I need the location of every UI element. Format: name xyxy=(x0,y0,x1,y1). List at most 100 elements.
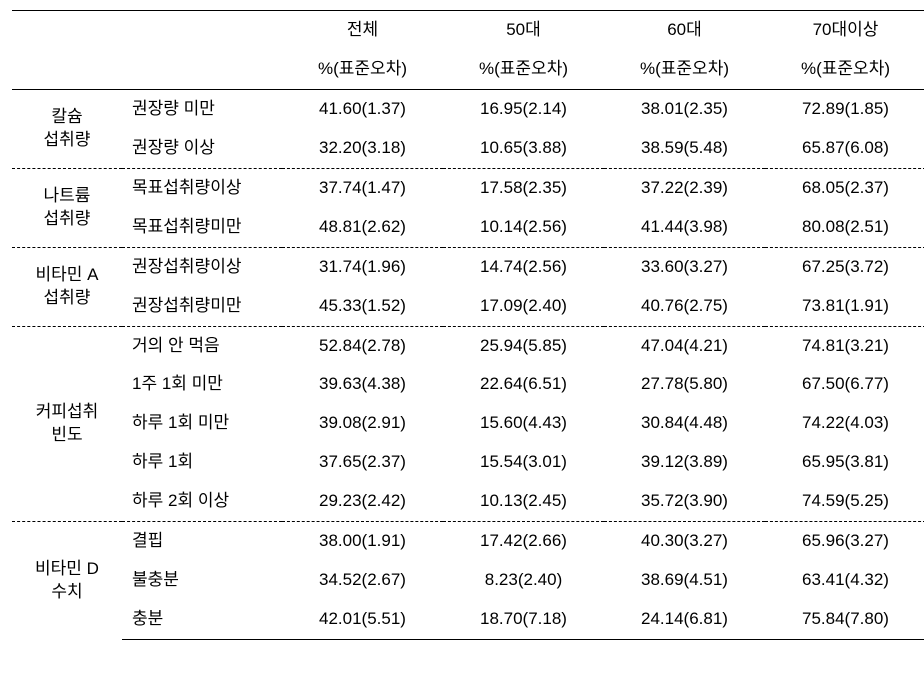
cell-value: 34.52(2.67) xyxy=(282,561,443,600)
header-50s-top: 50대 xyxy=(443,11,604,50)
header-blank xyxy=(12,11,122,50)
header-total-top: 전체 xyxy=(282,11,443,50)
table-row: 불충분34.52(2.67)8.23(2.40)38.69(4.51)63.41… xyxy=(12,561,924,600)
row-sublabel: 권장섭취량미만 xyxy=(122,287,282,326)
row-sublabel: 거의 안 먹음 xyxy=(122,326,282,365)
header-blank xyxy=(122,50,282,89)
header-blank xyxy=(12,50,122,89)
row-sublabel: 권장섭취량이상 xyxy=(122,247,282,286)
cell-value: 15.60(4.43) xyxy=(443,404,604,443)
cell-value: 68.05(2.37) xyxy=(765,168,924,207)
cell-value: 74.59(5.25) xyxy=(765,482,924,521)
table-row: 칼슘 섭취량권장량 미만41.60(1.37)16.95(2.14)38.01(… xyxy=(12,89,924,128)
table-row: 나트륨 섭취량목표섭취량이상37.74(1.47)17.58(2.35)37.2… xyxy=(12,168,924,207)
cell-value: 31.74(1.96) xyxy=(282,247,443,286)
cell-value: 41.44(3.98) xyxy=(604,208,765,247)
cell-value: 41.60(1.37) xyxy=(282,89,443,128)
cell-value: 65.95(3.81) xyxy=(765,443,924,482)
data-table: 전체 50대 60대 70대이상 %(표준오차) %(표준오차) %(표준오차)… xyxy=(12,10,924,640)
table-row: 비타민 D 수치결핍38.00(1.91)17.42(2.66)40.30(3.… xyxy=(12,522,924,561)
row-group-label: 비타민 D 수치 xyxy=(12,522,122,640)
cell-value: 42.01(5.51) xyxy=(282,600,443,639)
cell-value: 74.22(4.03) xyxy=(765,404,924,443)
cell-value: 52.84(2.78) xyxy=(282,326,443,365)
table-row: 권장량 이상32.20(3.18)10.65(3.88)38.59(5.48)6… xyxy=(12,129,924,168)
row-sublabel: 하루 2회 이상 xyxy=(122,482,282,521)
cell-value: 67.50(6.77) xyxy=(765,365,924,404)
cell-value: 8.23(2.40) xyxy=(443,561,604,600)
cell-value: 33.60(3.27) xyxy=(604,247,765,286)
cell-value: 48.81(2.62) xyxy=(282,208,443,247)
header-50s-unit: %(표준오차) xyxy=(443,50,604,89)
row-sublabel: 1주 1회 미만 xyxy=(122,365,282,404)
cell-value: 14.74(2.56) xyxy=(443,247,604,286)
header-total-unit: %(표준오차) xyxy=(282,50,443,89)
row-group-label: 비타민 A 섭취량 xyxy=(12,247,122,326)
row-group-label: 칼슘 섭취량 xyxy=(12,89,122,168)
cell-value: 38.01(2.35) xyxy=(604,89,765,128)
cell-value: 39.08(2.91) xyxy=(282,404,443,443)
cell-value: 65.87(6.08) xyxy=(765,129,924,168)
cell-value: 38.69(4.51) xyxy=(604,561,765,600)
cell-value: 63.41(4.32) xyxy=(765,561,924,600)
cell-value: 30.84(4.48) xyxy=(604,404,765,443)
table-row: 하루 1회 미만39.08(2.91)15.60(4.43)30.84(4.48… xyxy=(12,404,924,443)
cell-value: 10.14(2.56) xyxy=(443,208,604,247)
data-table-container: 전체 50대 60대 70대이상 %(표준오차) %(표준오차) %(표준오차)… xyxy=(0,0,924,650)
cell-value: 17.09(2.40) xyxy=(443,287,604,326)
cell-value: 39.12(3.89) xyxy=(604,443,765,482)
table-header: 전체 50대 60대 70대이상 %(표준오차) %(표준오차) %(표준오차)… xyxy=(12,11,924,90)
table-row: 목표섭취량미만48.81(2.62)10.14(2.56)41.44(3.98)… xyxy=(12,208,924,247)
cell-value: 38.00(1.91) xyxy=(282,522,443,561)
cell-value: 27.78(5.80) xyxy=(604,365,765,404)
cell-value: 16.95(2.14) xyxy=(443,89,604,128)
header-70s-unit: %(표준오차) xyxy=(765,50,924,89)
cell-value: 72.89(1.85) xyxy=(765,89,924,128)
cell-value: 80.08(2.51) xyxy=(765,208,924,247)
cell-value: 65.96(3.27) xyxy=(765,522,924,561)
row-sublabel: 목표섭취량미만 xyxy=(122,208,282,247)
cell-value: 10.65(3.88) xyxy=(443,129,604,168)
cell-value: 37.22(2.39) xyxy=(604,168,765,207)
table-row: 커피섭취 빈도거의 안 먹음52.84(2.78)25.94(5.85)47.0… xyxy=(12,326,924,365)
table-row: 권장섭취량미만45.33(1.52)17.09(2.40)40.76(2.75)… xyxy=(12,287,924,326)
row-sublabel: 결핍 xyxy=(122,522,282,561)
cell-value: 74.81(3.21) xyxy=(765,326,924,365)
header-70s-top: 70대이상 xyxy=(765,11,924,50)
table-row: 충분42.01(5.51)18.70(7.18)24.14(6.81)75.84… xyxy=(12,600,924,639)
row-group-label: 커피섭취 빈도 xyxy=(12,326,122,522)
cell-value: 47.04(4.21) xyxy=(604,326,765,365)
row-group-label: 나트륨 섭취량 xyxy=(12,168,122,247)
cell-value: 10.13(2.45) xyxy=(443,482,604,521)
cell-value: 17.58(2.35) xyxy=(443,168,604,207)
table-row: 하루 1회37.65(2.37)15.54(3.01)39.12(3.89)65… xyxy=(12,443,924,482)
cell-value: 67.25(3.72) xyxy=(765,247,924,286)
row-sublabel: 권장량 미만 xyxy=(122,89,282,128)
cell-value: 37.74(1.47) xyxy=(282,168,443,207)
cell-value: 73.81(1.91) xyxy=(765,287,924,326)
cell-value: 75.84(7.80) xyxy=(765,600,924,639)
table-row: 비타민 A 섭취량권장섭취량이상31.74(1.96)14.74(2.56)33… xyxy=(12,247,924,286)
cell-value: 18.70(7.18) xyxy=(443,600,604,639)
table-body: 칼슘 섭취량권장량 미만41.60(1.37)16.95(2.14)38.01(… xyxy=(12,89,924,639)
header-60s-top: 60대 xyxy=(604,11,765,50)
cell-value: 45.33(1.52) xyxy=(282,287,443,326)
cell-value: 37.65(2.37) xyxy=(282,443,443,482)
table-row: 하루 2회 이상29.23(2.42)10.13(2.45)35.72(3.90… xyxy=(12,482,924,521)
cell-value: 40.76(2.75) xyxy=(604,287,765,326)
cell-value: 32.20(3.18) xyxy=(282,129,443,168)
row-sublabel: 목표섭취량이상 xyxy=(122,168,282,207)
cell-value: 29.23(2.42) xyxy=(282,482,443,521)
cell-value: 15.54(3.01) xyxy=(443,443,604,482)
cell-value: 24.14(6.81) xyxy=(604,600,765,639)
row-sublabel: 충분 xyxy=(122,600,282,639)
cell-value: 25.94(5.85) xyxy=(443,326,604,365)
row-sublabel: 하루 1회 xyxy=(122,443,282,482)
table-row: 1주 1회 미만39.63(4.38)22.64(6.51)27.78(5.80… xyxy=(12,365,924,404)
cell-value: 35.72(3.90) xyxy=(604,482,765,521)
cell-value: 22.64(6.51) xyxy=(443,365,604,404)
cell-value: 40.30(3.27) xyxy=(604,522,765,561)
cell-value: 38.59(5.48) xyxy=(604,129,765,168)
cell-value: 17.42(2.66) xyxy=(443,522,604,561)
row-sublabel: 하루 1회 미만 xyxy=(122,404,282,443)
